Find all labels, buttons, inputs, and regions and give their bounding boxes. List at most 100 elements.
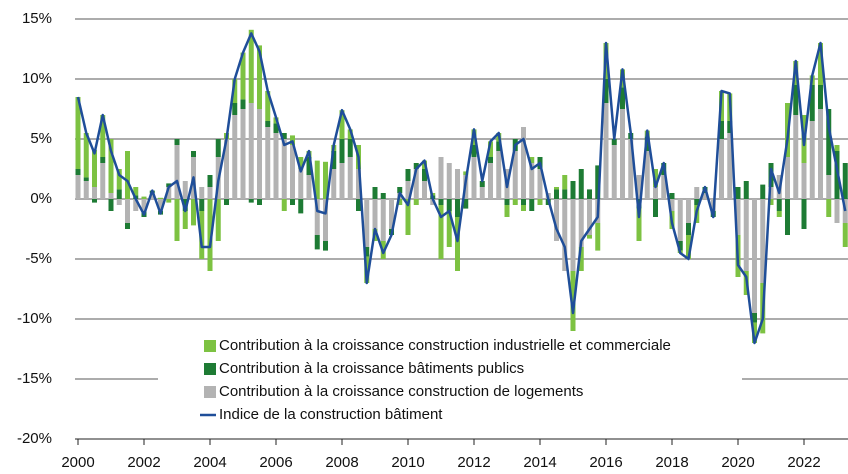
x-tick-label: 2020 [721,454,754,471]
legend-label: Contribution à la croissance constructio… [219,337,671,354]
bar [702,193,708,199]
bar [265,127,271,199]
line [76,32,847,345]
bar [826,175,832,199]
bar [199,211,205,259]
bar [207,175,213,187]
bar [562,189,568,199]
bar [570,271,576,331]
bar [818,85,823,109]
bar [331,169,337,199]
bar [133,199,139,211]
bar [446,211,452,247]
legend-swatch [204,386,216,398]
bar [570,199,576,271]
bar [496,151,502,199]
bar [446,163,452,199]
bar [116,169,122,190]
bar [133,187,139,196]
bar [281,199,287,211]
bar [232,115,238,199]
bar [356,199,361,211]
bar [141,196,147,199]
bar [669,193,675,199]
bar [793,115,799,199]
bar [265,121,271,127]
bar [446,199,452,211]
bar [686,199,691,223]
bar [281,133,287,139]
bar [158,199,163,211]
bar [257,199,262,205]
bar [743,181,749,199]
bar [364,199,370,247]
bar [339,163,345,199]
bar [785,199,790,235]
legend-swatch [204,340,216,352]
bar [603,79,609,103]
bar [521,127,526,199]
y-tick-label: -15% [17,370,52,387]
y-tick-label: 5% [30,130,52,147]
bar [471,157,477,199]
bar [215,199,221,241]
bar [842,163,848,199]
bar [290,145,295,199]
bar [834,199,840,223]
bar [125,199,130,223]
bar [422,181,427,199]
bar [182,181,188,199]
bar [75,169,81,175]
bar [405,199,411,235]
bar [438,199,444,205]
y-tick-label: 10% [22,70,52,87]
bar [537,169,543,199]
bar [438,157,444,199]
bar [199,187,205,199]
bar [265,91,271,121]
bar [834,145,840,151]
bar [141,199,147,211]
bar [413,163,419,169]
bar [793,85,799,115]
bar [471,145,477,157]
bar [347,157,353,199]
legend-box [158,333,742,432]
bar [116,189,122,199]
bar [562,175,568,190]
bar [331,151,337,169]
bar [628,139,634,199]
bar [809,85,815,121]
bar [620,87,625,109]
bar [108,199,114,211]
bar [413,199,419,205]
x-tick-label: 2006 [259,454,292,471]
bar [455,199,460,217]
bar [182,199,188,211]
bar [347,139,353,157]
bar [603,103,609,199]
bar [479,181,485,187]
bar [92,199,97,203]
bar [405,169,411,181]
bar [372,187,378,199]
bar [298,169,304,199]
bar [413,169,419,199]
bar [83,177,89,181]
bar [166,183,172,187]
bar [372,199,378,229]
bar [199,199,205,211]
bar [380,199,386,241]
bar [405,181,411,199]
legend-swatch [204,363,216,375]
y-tick-label: -10% [17,310,52,327]
bar [314,235,320,250]
bar [240,109,246,199]
bar [512,199,518,205]
bar [719,121,724,139]
bar [232,79,238,103]
bar [298,199,304,214]
bar [174,199,180,241]
bar [686,235,691,259]
